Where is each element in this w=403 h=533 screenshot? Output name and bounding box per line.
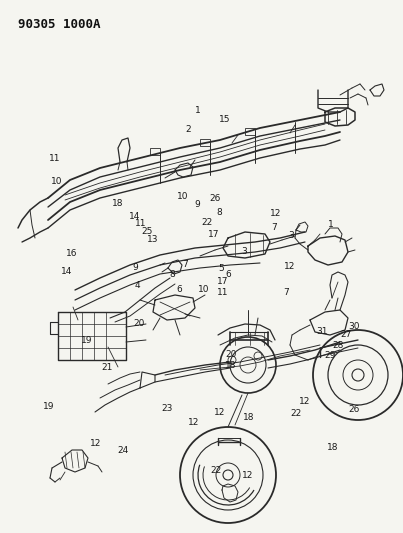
Text: 20: 20 bbox=[225, 350, 237, 359]
Text: 3: 3 bbox=[242, 247, 247, 256]
Text: 22: 22 bbox=[210, 466, 221, 474]
Text: 7: 7 bbox=[283, 288, 289, 296]
Text: 1: 1 bbox=[195, 106, 200, 115]
Text: 90305 1000A: 90305 1000A bbox=[18, 18, 100, 31]
Bar bbox=[150, 148, 160, 155]
Text: 7: 7 bbox=[183, 260, 188, 269]
Text: 10: 10 bbox=[177, 192, 189, 200]
Text: 13: 13 bbox=[147, 236, 158, 244]
Text: 12: 12 bbox=[299, 398, 310, 406]
Text: 18: 18 bbox=[327, 443, 338, 452]
Text: 24: 24 bbox=[117, 446, 129, 455]
Text: 12: 12 bbox=[90, 440, 102, 448]
Text: 12: 12 bbox=[270, 209, 282, 217]
Text: 12: 12 bbox=[188, 418, 199, 427]
Text: 19: 19 bbox=[43, 402, 54, 410]
Text: 22: 22 bbox=[291, 409, 302, 417]
Text: 12: 12 bbox=[214, 408, 225, 416]
Text: 11: 11 bbox=[135, 220, 146, 228]
Text: 26: 26 bbox=[348, 405, 359, 414]
Text: 14: 14 bbox=[129, 212, 141, 221]
Text: 10: 10 bbox=[198, 285, 209, 294]
Text: 14: 14 bbox=[61, 268, 72, 276]
Text: 18: 18 bbox=[112, 199, 124, 208]
Text: 18: 18 bbox=[225, 361, 237, 369]
Text: 31: 31 bbox=[316, 327, 327, 336]
Text: 28: 28 bbox=[333, 341, 344, 350]
Text: 12: 12 bbox=[284, 262, 295, 271]
Text: 27: 27 bbox=[340, 330, 351, 339]
Text: 17: 17 bbox=[208, 230, 219, 239]
Text: 9: 9 bbox=[195, 200, 200, 208]
Text: 26: 26 bbox=[210, 194, 221, 203]
Bar bbox=[245, 128, 255, 135]
Bar bbox=[200, 139, 210, 146]
Text: 16: 16 bbox=[66, 249, 77, 258]
Text: 25: 25 bbox=[141, 227, 153, 236]
Text: 15: 15 bbox=[219, 116, 231, 124]
Text: 6: 6 bbox=[226, 270, 231, 279]
Text: 7: 7 bbox=[271, 223, 277, 231]
Text: 12: 12 bbox=[242, 471, 253, 480]
Text: 2: 2 bbox=[186, 125, 191, 134]
Text: 3: 3 bbox=[288, 231, 294, 240]
Text: 23: 23 bbox=[162, 404, 173, 413]
Text: 1: 1 bbox=[328, 221, 334, 229]
Text: 4: 4 bbox=[134, 281, 140, 289]
Text: 11: 11 bbox=[49, 155, 60, 163]
Text: 29: 29 bbox=[325, 351, 336, 360]
Text: 18: 18 bbox=[243, 414, 254, 422]
Text: 20: 20 bbox=[133, 319, 145, 328]
Text: 21: 21 bbox=[101, 364, 112, 372]
Text: 22: 22 bbox=[201, 219, 212, 227]
Text: 11: 11 bbox=[217, 288, 229, 296]
Text: 30: 30 bbox=[348, 322, 359, 330]
Text: 19: 19 bbox=[81, 336, 92, 344]
Text: 17: 17 bbox=[217, 277, 229, 286]
Text: 8: 8 bbox=[170, 270, 175, 279]
Text: 5: 5 bbox=[219, 264, 224, 272]
Text: 6: 6 bbox=[177, 285, 182, 294]
Text: 9: 9 bbox=[132, 263, 138, 272]
Text: 10: 10 bbox=[51, 177, 62, 185]
Text: 8: 8 bbox=[216, 208, 222, 216]
